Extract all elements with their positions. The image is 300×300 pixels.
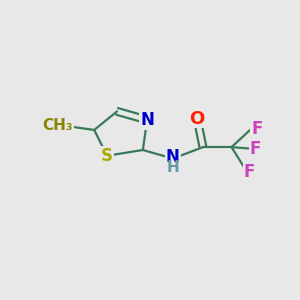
Text: F: F <box>251 119 262 137</box>
Text: N: N <box>140 111 154 129</box>
Text: H: H <box>167 160 179 175</box>
Text: F: F <box>250 140 261 158</box>
Text: F: F <box>244 163 255 181</box>
Text: CH₃: CH₃ <box>43 118 73 133</box>
Text: S: S <box>101 147 113 165</box>
Text: N: N <box>166 148 180 166</box>
Text: O: O <box>190 110 205 128</box>
